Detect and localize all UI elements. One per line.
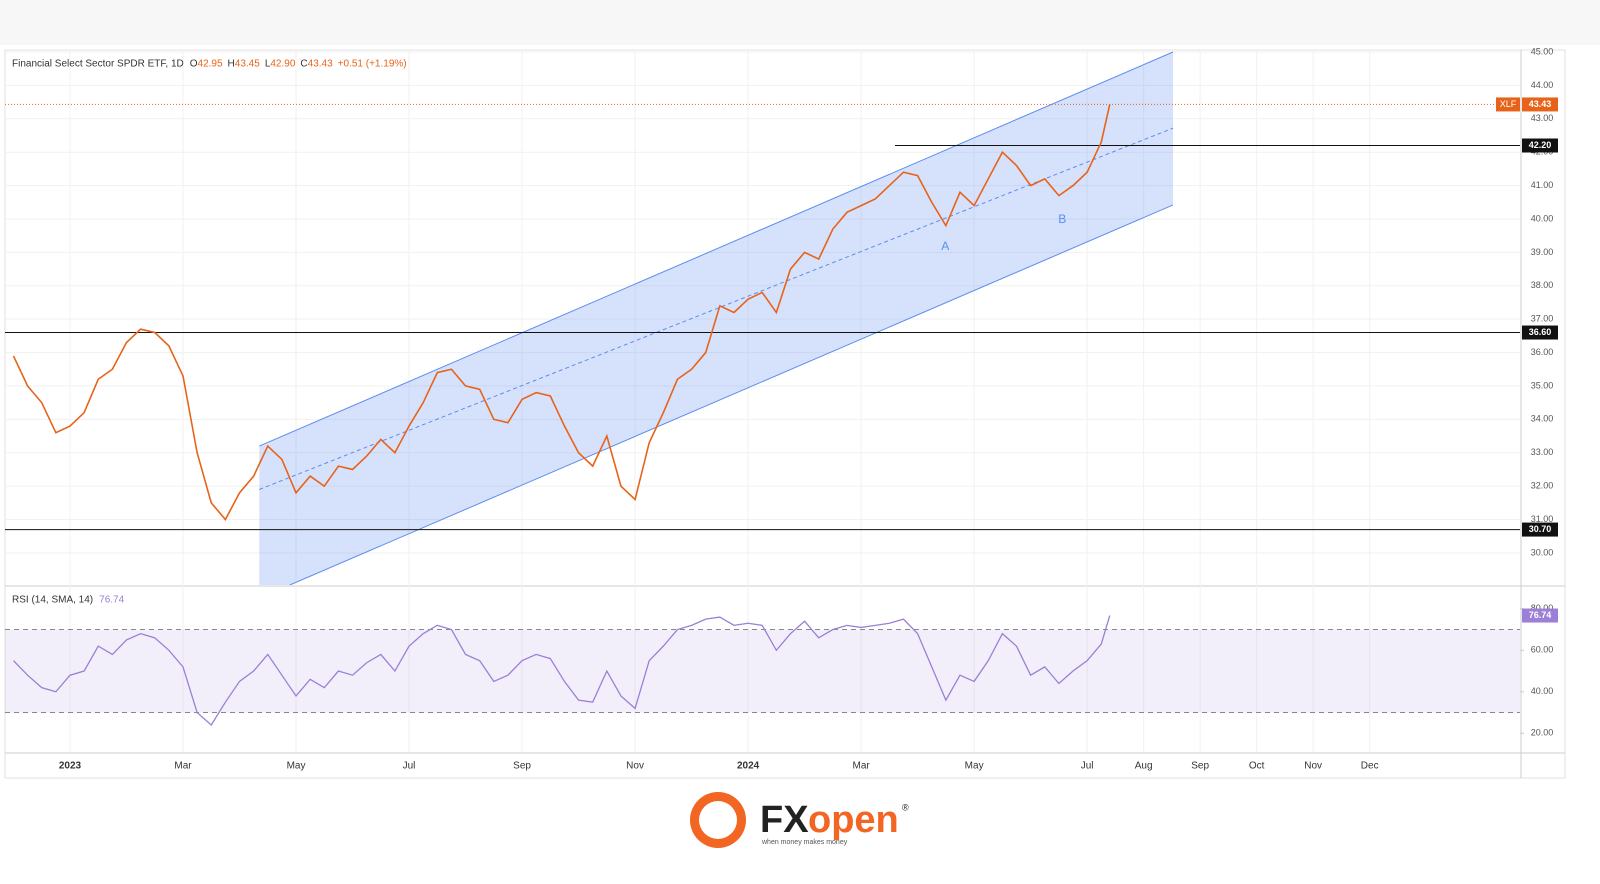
logo: FX open ® when money makes money — [690, 792, 909, 848]
x-tick-label: Sep — [513, 761, 531, 772]
chart-title: Financial Select Sector SPDR ETF, 1D — [12, 59, 184, 70]
ohlc-key: L — [265, 59, 271, 70]
x-tick-label: Sep — [1191, 761, 1209, 772]
chart-frame — [4, 49, 1566, 779]
x-tick-label: May — [287, 761, 306, 772]
x-tick-label: Oct — [1249, 761, 1265, 772]
price-line — [12, 104, 1111, 521]
symbol-label: XLF — [1500, 99, 1517, 109]
price-change: +0.51 (+1.19%) — [338, 59, 407, 70]
ohlc-key: O — [190, 59, 198, 70]
channel-middle — [259, 127, 1174, 490]
x-tick-label: Jul — [403, 761, 416, 772]
logo-inner — [699, 801, 737, 839]
rsi-tick-label: 20.00 — [1531, 728, 1554, 738]
ohlc-key: C — [300, 59, 307, 70]
level-label-box — [1522, 325, 1558, 340]
x-tick-label: May — [965, 761, 984, 772]
y-tick-label: 31.00 — [1531, 514, 1554, 524]
logo-tagline: when money makes money — [761, 839, 848, 846]
wave-annotation: A — [941, 239, 949, 253]
top-strip — [0, 0, 1600, 45]
logo-fx: FX — [760, 799, 809, 841]
y-tick-label: 34.00 — [1531, 414, 1554, 424]
level-label-box — [1522, 138, 1558, 153]
x-tick-label: Nov — [1304, 761, 1322, 772]
logo-open: open — [808, 799, 899, 841]
last-price-box — [1522, 97, 1558, 112]
rsi-tick-label: 40.00 — [1531, 686, 1554, 696]
rsi-title: RSI (14, SMA, 14) — [12, 595, 93, 606]
y-tick-label: 44.00 — [1531, 80, 1554, 90]
ohlc-value: 42.90 — [270, 59, 295, 70]
last-price-label: 43.43 — [1529, 99, 1552, 109]
y-tick-label: 38.00 — [1531, 280, 1554, 290]
y-tick-label: 33.00 — [1531, 447, 1554, 457]
x-tick-label: Dec — [1361, 761, 1379, 772]
ohlc-value: 43.43 — [308, 59, 333, 70]
level-label: 36.60 — [1529, 327, 1552, 337]
ohlc-key: H — [228, 59, 235, 70]
x-tick-label: 2024 — [737, 761, 760, 772]
rsi-line — [13, 615, 1111, 727]
rsi-header-value: 76.74 — [99, 595, 124, 606]
y-tick-label: 36.00 — [1531, 347, 1554, 357]
y-tick-label: 39.00 — [1531, 247, 1554, 257]
channel-lower — [289, 204, 1174, 585]
level-label-box — [1522, 522, 1558, 537]
x-tick-label: 2023 — [59, 761, 82, 772]
x-tick-label: Mar — [174, 761, 192, 772]
logo-registered: ® — [902, 802, 909, 812]
y-tick-label: 40.00 — [1531, 213, 1554, 223]
wave-annotation: B — [1058, 212, 1066, 226]
rsi-band — [5, 629, 1520, 713]
x-tick-label: Mar — [852, 761, 870, 772]
level-label: 30.70 — [1529, 524, 1552, 534]
channel-upper — [259, 51, 1174, 447]
y-tick-label: 30.00 — [1531, 547, 1554, 557]
x-tick-label: Aug — [1135, 761, 1153, 772]
y-tick-label: 35.00 — [1531, 380, 1554, 390]
symbol-box — [1496, 97, 1520, 112]
rsi-tick-label: 80.00 — [1531, 603, 1554, 613]
x-tick-label: Jul — [1081, 761, 1094, 772]
x-tick-label: Nov — [626, 761, 644, 772]
y-tick-label: 41.00 — [1531, 180, 1554, 190]
y-tick-label: 37.00 — [1531, 314, 1554, 324]
y-tick-label: 45.00 — [1531, 46, 1554, 56]
ohlc-value: 43.45 — [235, 59, 260, 70]
y-tick-label: 32.00 — [1531, 481, 1554, 491]
rsi-tick-label: 60.00 — [1531, 645, 1554, 655]
rsi-last-label: 76.74 — [1529, 610, 1552, 620]
ohlc-value: 42.95 — [198, 59, 223, 70]
level-label: 42.20 — [1529, 140, 1552, 150]
rsi-last-box — [1522, 608, 1558, 623]
y-tick-label: 43.00 — [1531, 113, 1554, 123]
